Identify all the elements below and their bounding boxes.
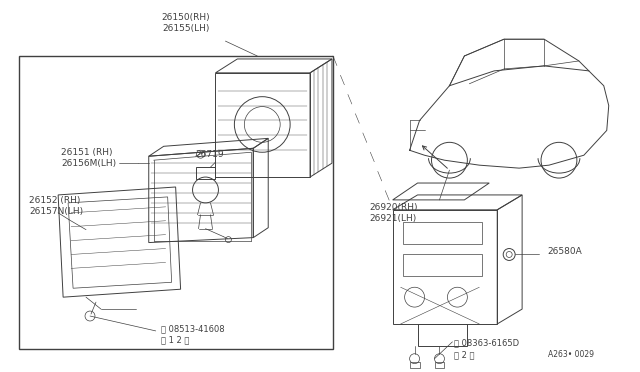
Text: Ⓢ 08513-41608
（ 1 2 ）: Ⓢ 08513-41608 （ 1 2 ） [161, 324, 224, 344]
Text: 26152 (RH)
26157N(LH): 26152 (RH) 26157N(LH) [29, 196, 83, 216]
Text: Ⓢ 08363-6165D
（ 2 ）: Ⓢ 08363-6165D （ 2 ） [454, 339, 520, 359]
Text: A263• 0029: A263• 0029 [548, 350, 594, 359]
Bar [19, 56, 333, 349]
Text: 26719: 26719 [196, 150, 224, 159]
Bar [435, 362, 444, 368]
Text: 26580A: 26580A [547, 247, 582, 256]
Text: 26151 (RH)
26156M(LH): 26151 (RH) 26156M(LH) [61, 148, 116, 169]
Text: 26150(RH)
26155(LH): 26150(RH) 26155(LH) [161, 13, 210, 33]
Bar [410, 362, 420, 368]
Bar [403, 254, 483, 276]
Text: 26920(RH)
26921(LH): 26920(RH) 26921(LH) [370, 203, 419, 223]
Bar [403, 222, 483, 244]
